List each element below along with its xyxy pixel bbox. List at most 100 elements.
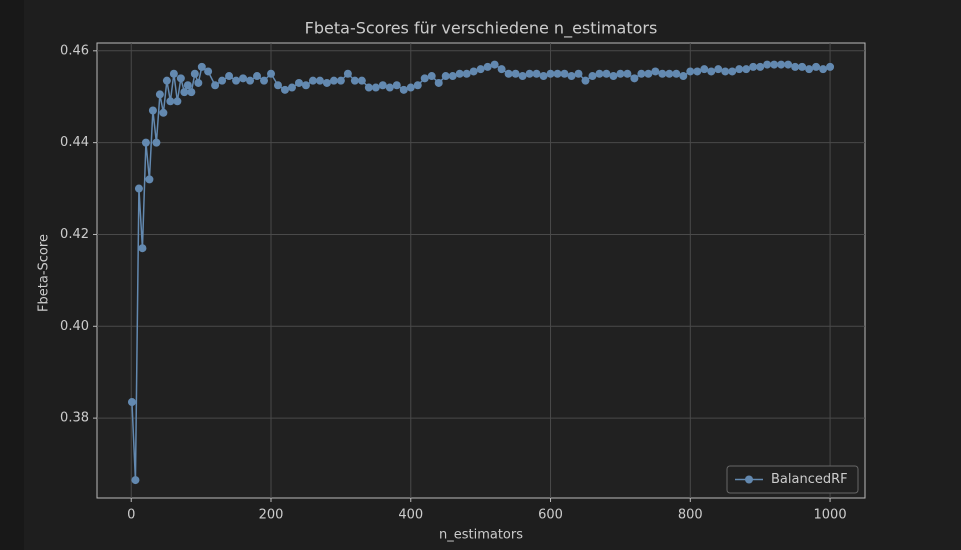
data-point xyxy=(672,69,681,78)
data-point xyxy=(152,138,161,147)
x-tick-label: 1000 xyxy=(814,508,847,523)
data-point xyxy=(232,76,241,85)
data-point xyxy=(350,76,359,85)
data-point xyxy=(301,81,310,90)
data-point xyxy=(308,76,317,85)
data-point xyxy=(462,69,471,78)
data-point xyxy=(420,74,429,83)
data-point xyxy=(791,62,800,71)
x-tick-label: 400 xyxy=(398,508,423,523)
data-point xyxy=(141,138,150,147)
data-point xyxy=(155,90,164,99)
data-point xyxy=(399,85,408,94)
data-point xyxy=(127,398,136,407)
x-tick-label: 600 xyxy=(538,508,563,523)
data-point xyxy=(336,76,345,85)
data-point xyxy=(371,83,380,92)
data-point xyxy=(511,69,520,78)
data-point xyxy=(497,65,506,74)
chart-title: Fbeta-Scores für verschiedene n_estimato… xyxy=(305,19,658,39)
data-point xyxy=(749,62,758,71)
data-point xyxy=(602,69,611,78)
data-point xyxy=(490,60,499,69)
data-point xyxy=(166,97,175,106)
data-point xyxy=(364,83,373,92)
data-point xyxy=(504,69,513,78)
data-point xyxy=(588,72,597,81)
data-point xyxy=(546,69,555,78)
data-point xyxy=(679,72,688,81)
data-point xyxy=(145,175,154,184)
data-point xyxy=(267,69,276,78)
data-point xyxy=(176,74,185,83)
data-point xyxy=(651,67,660,76)
legend-label: BalancedRF xyxy=(771,472,848,487)
left-strip xyxy=(0,0,24,550)
y-tick-label: 0.38 xyxy=(60,411,89,426)
data-point xyxy=(518,72,527,81)
data-point xyxy=(159,108,168,117)
marks xyxy=(127,60,835,485)
data-point xyxy=(483,62,492,71)
data-point xyxy=(392,81,401,90)
y-axis-label: Fbeta-Score xyxy=(37,234,52,312)
x-tick-label: 200 xyxy=(259,508,284,523)
legend-marker xyxy=(745,475,753,484)
data-point xyxy=(770,60,779,69)
data-point xyxy=(476,65,485,74)
data-point xyxy=(294,78,303,87)
data-point xyxy=(378,81,387,90)
data-point xyxy=(218,76,227,85)
y-tick-label: 0.44 xyxy=(60,135,89,150)
data-point xyxy=(623,69,632,78)
data-point xyxy=(630,74,639,83)
data-point xyxy=(735,65,744,74)
data-point xyxy=(448,72,457,81)
data-point xyxy=(162,76,171,85)
data-point xyxy=(595,69,604,78)
data-point xyxy=(253,72,262,81)
data-point xyxy=(455,69,464,78)
x-tick-label: 800 xyxy=(678,508,703,523)
data-point xyxy=(805,65,814,74)
data-point xyxy=(812,62,821,71)
data-point xyxy=(173,97,182,106)
data-point xyxy=(742,65,751,74)
data-point xyxy=(567,72,576,81)
data-point xyxy=(413,81,422,90)
data-point xyxy=(525,69,534,78)
data-point xyxy=(616,69,625,78)
data-point xyxy=(131,476,140,485)
data-point xyxy=(756,62,765,71)
x-axis-label: n_estimators xyxy=(439,528,523,543)
y-tick-label: 0.46 xyxy=(60,43,89,58)
data-point xyxy=(169,69,178,78)
data-point xyxy=(826,62,835,71)
data-point xyxy=(539,72,548,81)
data-point xyxy=(728,67,737,76)
data-point xyxy=(700,65,709,74)
data-point xyxy=(204,67,213,76)
legend: BalancedRF xyxy=(726,465,859,494)
data-point xyxy=(280,85,289,94)
data-point xyxy=(644,69,653,78)
data-point xyxy=(211,81,220,90)
data-point xyxy=(427,72,436,81)
data-point xyxy=(777,60,786,69)
data-point xyxy=(441,72,450,81)
data-point xyxy=(637,69,646,78)
data-point xyxy=(148,106,157,115)
data-point xyxy=(225,72,234,81)
data-point xyxy=(190,69,199,78)
data-point xyxy=(658,69,667,78)
data-point xyxy=(763,60,772,69)
legend-box xyxy=(726,465,859,494)
data-point xyxy=(686,67,695,76)
data-point xyxy=(406,83,415,92)
grid: 0.38 0.40 0.42 0.44 0.46 0 200 400 600 800 1000 xyxy=(60,43,865,523)
x-tick-label: 0 xyxy=(127,508,135,523)
data-point xyxy=(180,88,189,97)
data-point xyxy=(273,81,282,90)
